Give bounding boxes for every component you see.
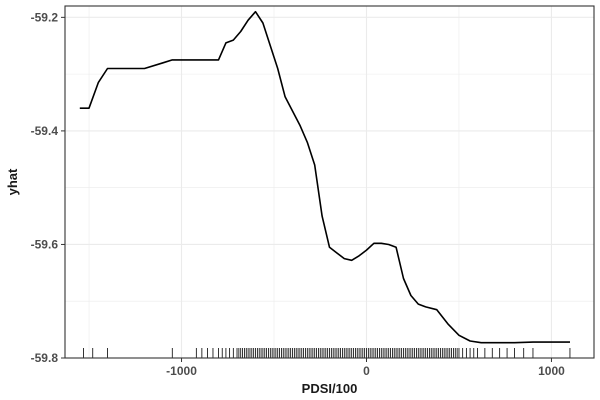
x-axis-ticks: -1000 0 1000 [166, 358, 565, 378]
series-line [79, 10, 570, 344]
panel-border [64, 5, 595, 359]
grid-minor [65, 6, 594, 358]
rug-marks [83, 348, 571, 358]
y-tick-label: -59.2 [31, 10, 59, 24]
series-group [79, 10, 570, 344]
x-tick-label: 1000 [538, 364, 565, 378]
y-axis-ticks: -59.8 -59.6 -59.4 -59.2 [31, 10, 65, 365]
y-tick-label: -59.4 [31, 124, 59, 138]
y-tick-label: -59.8 [31, 351, 59, 365]
x-tick-label: 0 [363, 364, 370, 378]
y-tick-label: -59.6 [31, 237, 59, 251]
y-axis-title: yhat [5, 168, 20, 195]
grid-major [65, 6, 594, 359]
x-tick-label: -1000 [166, 364, 197, 378]
x-axis-title: PDSI/100 [302, 381, 358, 396]
